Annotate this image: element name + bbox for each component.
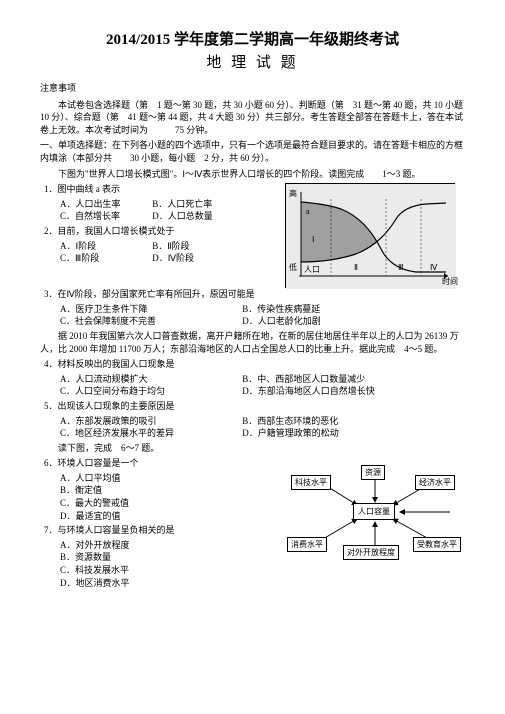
q2-d: D．Ⅳ阶段 [152,252,242,265]
q5-c: C．地区经济发展水平的差异 [60,427,240,440]
x-axis-label: 时间 [442,276,458,287]
q2-a: A．Ⅰ阶段 [60,240,150,253]
q2-b: B．Ⅱ阶段 [152,240,242,253]
q7-stem: 7．与环境人口容量呈负相关的是 [44,524,285,537]
q4-a: A．人口流动规模扩大 [60,373,240,386]
q6-b: B．衡定值 [60,484,285,497]
box-res: 资源 [361,465,385,480]
box-econ: 经济水平 [415,475,455,490]
y-axis-bot: 低 [289,262,297,273]
pop-label: 人口 [304,264,320,275]
section-1-heading: 一、单项选择题：在下列各小题的四个选项中，只有一个选项是最符合题目要求的。请在答… [40,139,465,164]
q3-a: A．医疗卫生条件下降 [60,303,240,316]
q6-stem: 6．环境人口容量是一个 [44,457,285,470]
box-edu: 受教育水平 [413,537,461,552]
q5-stem: 5．出现该人口现象的主要原因是 [44,400,465,413]
q3-d: D．人口老龄化加剧 [242,315,422,328]
q1-c: C．自然增长率 [60,210,150,223]
page-subtitle: 地 理 试 题 [40,53,465,74]
q4-stem: 4．材料反映出的我国人口现象是 [44,358,465,371]
curve-a-label: a [306,206,310,217]
q7-a: A．对外开放程度 [60,539,285,552]
phase-3: Ⅲ [398,262,404,273]
box-consume: 消费水平 [287,537,327,552]
q3-c: C．社会保障制度不完善 [60,315,240,328]
intro-paragraph-2: 下图为"世界人口增长模式图"。Ⅰ～Ⅳ表示世界人口增长的四个阶段。读图完成 1～3… [40,168,465,181]
q4-b: B．中、西部地区人口数量减少 [242,373,422,386]
page-title: 2014/2015 学年度第二学期高一年级期终考试 [40,30,465,51]
q5-a: A．东部发展政策的吸引 [60,415,240,428]
phase-4: Ⅳ [430,262,437,273]
q6-d: D．最适宜的值 [60,510,285,523]
q5-b: B．西部生态环境的恶化 [242,415,422,428]
q7-d: D．地区消费水平 [60,577,285,590]
q7-options: A．对外开放程度 B．资源数量 C．科技发展水平 D．地区消费水平 [60,539,285,589]
y-axis-top: 高 [289,188,297,199]
box-pop: 人口容量 [353,503,395,520]
q6-a: A．人口平均值 [60,472,285,485]
q2-options: A．Ⅰ阶段 B．Ⅱ阶段 C．Ⅲ阶段 D．Ⅳ阶段 [60,240,285,265]
q4-options: A．人口流动规模扩大 B．中、西部地区人口数量减少 C．人口空间分布趋于均匀 D… [60,373,465,398]
q6-options: A．人口平均值 B．衡定值 C．最大的警戒值 D．最适宜的值 [60,472,285,522]
q3-stem: 3．在Ⅳ阶段，部分国家死亡率有所回升，原因可能是 [44,288,465,301]
population-growth-chart: 高 低 时间 a 人口 Ⅰ Ⅱ Ⅲ Ⅳ [285,183,455,288]
q2-c: C．Ⅲ阶段 [60,252,150,265]
q4-c: C．人口空间分布趋于均匀 [60,385,240,398]
q7-c: C．科技发展水平 [60,564,285,577]
q6-c: C．最大的警戒值 [60,497,285,510]
q1-b: B．人口死亡率 [152,198,242,211]
q7-b: B．资源数量 [60,551,285,564]
q5-d: D．户籍管理政策的松动 [242,427,422,440]
q3-b: B．传染性疾病蔓延 [242,303,422,316]
box-open: 对外开放程度 [343,545,399,560]
notes-label: 注意事项 [40,82,465,95]
q1-d: D．人口总数量 [152,210,242,223]
q1-options: A．人口出生率 B．人口死亡率 C．自然增长率 D．人口总数量 [60,198,285,223]
phase-2: Ⅱ [354,262,358,273]
q1-a: A．人口出生率 [60,198,150,211]
capacity-diagram: 科技水平 资源 经济水平 人口容量 消费水平 对外开放程度 受教育水平 [285,457,465,567]
intro-paragraph-3: 据 2010 年我国第六次人口普查数据，离开户籍所在地，在新的居住地居住半年以上… [40,330,465,355]
q5-options: A．东部发展政策的吸引 B．西部生态环境的恶化 C．地区经济发展水平的差异 D．… [60,415,465,440]
phase-1: Ⅰ [312,234,314,245]
q3-options: A．医疗卫生条件下降 B．传染性疾病蔓延 C．社会保障制度不完善 D．人口老龄化… [60,303,465,328]
intro-paragraph-1: 本试卷包含选择题（第 1 题～第 30 题，共 30 小题 60 分）、判断题（… [40,99,465,137]
q2-stem: 2．目前，我国人口增长模式处于 [44,225,285,238]
intro-paragraph-4: 读下图，完成 6～7 题。 [40,442,465,455]
q1-stem: 1．图中曲线 a 表示 [44,183,285,196]
q4-d: D．东部沿海地区人口自然增长快 [242,385,422,398]
box-tech: 科技水平 [291,475,331,490]
